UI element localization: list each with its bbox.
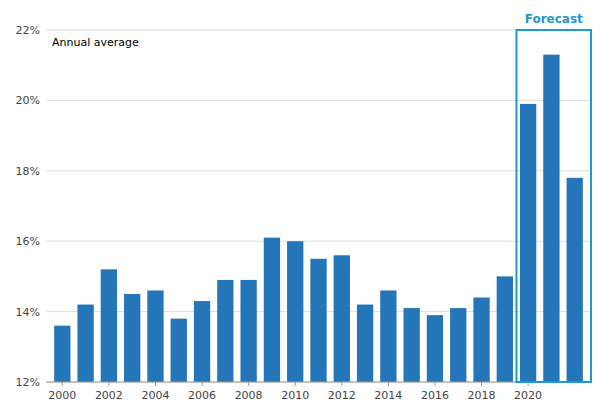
bar [450, 308, 466, 382]
bar [54, 326, 70, 382]
bar [404, 308, 420, 382]
inner-text: Annual average [52, 36, 139, 49]
x-tick [202, 382, 203, 386]
x-axis-line [46, 382, 591, 383]
x-tick [155, 382, 156, 386]
bar [124, 294, 140, 382]
x-tick [481, 382, 482, 386]
bar [77, 305, 93, 382]
forecast-label: Forecast [525, 12, 583, 26]
chart: 12% 14% 16% 18% 20% 22% 2000 2002 2004 2006 2008 20… [0, 0, 605, 412]
bar [287, 241, 303, 382]
grid-line [46, 170, 591, 171]
x-tick-label: 2008 [235, 389, 263, 402]
bar [334, 255, 350, 382]
bar [194, 301, 210, 382]
x-tick-label: 2012 [328, 389, 356, 402]
x-tick-label: 2014 [374, 389, 402, 402]
bar [240, 280, 256, 382]
y-tick-label: 18% [16, 165, 40, 178]
bar [497, 276, 513, 382]
x-tick [248, 382, 249, 386]
x-tick [108, 382, 109, 386]
bar [520, 104, 536, 382]
bar [147, 290, 163, 382]
grid-line [46, 382, 591, 383]
bar [567, 178, 583, 382]
y-tick-label: 14% [16, 306, 40, 319]
bar [473, 298, 489, 382]
bars [54, 55, 583, 382]
x-tick [341, 382, 342, 386]
x-tick-label: 2016 [421, 389, 449, 402]
x-tick [388, 382, 389, 386]
bar [217, 280, 233, 382]
x-tick-label: 2000 [48, 389, 76, 402]
y-tick-label: 16% [16, 235, 40, 248]
forecast-box [516, 30, 591, 382]
grid-line [46, 241, 591, 242]
bar [264, 238, 280, 382]
bar [101, 269, 117, 382]
y-tick-label: 22% [16, 24, 40, 37]
x-tick-label: 2004 [141, 389, 169, 402]
y-tick-label: 12% [16, 376, 40, 389]
bar [171, 319, 187, 382]
bar [380, 290, 396, 382]
x-tick [295, 382, 296, 386]
x-tick-label: 2018 [468, 389, 496, 402]
x-tick-label: 2010 [281, 389, 309, 402]
x-tick-label: 2020 [514, 389, 542, 402]
bar [543, 55, 559, 382]
grid-line [46, 100, 591, 101]
bar [427, 315, 443, 382]
bar [310, 259, 326, 382]
bar [357, 305, 373, 382]
y-tick-label: 20% [16, 94, 40, 107]
x-tick-label: 2002 [95, 389, 123, 402]
grid-line [46, 30, 591, 31]
x-tick-label: 2006 [188, 389, 216, 402]
x-tick [434, 382, 435, 386]
x-tick [62, 382, 63, 386]
